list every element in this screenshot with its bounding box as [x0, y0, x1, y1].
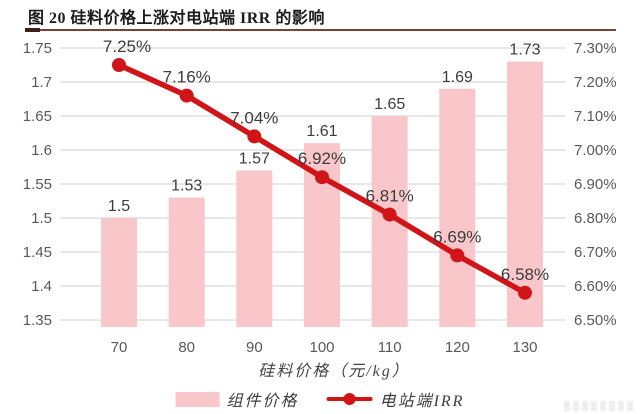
- figure-title: 图 20 硅料价格上涨对电站端 IRR 的影响: [28, 10, 325, 27]
- left-axis-tick-label: 1.35: [23, 312, 52, 329]
- legend-line-marker-icon: [343, 393, 356, 405]
- left-axis-tick-label: 1.45: [23, 244, 52, 261]
- right-axis-tick-label: 6.80%: [574, 210, 617, 227]
- right-axis-tick-label: 7.20%: [574, 74, 617, 91]
- left-axis-tick-label: 1.6: [31, 142, 52, 159]
- bar-value-label: 1.57: [239, 150, 270, 167]
- bar-value-label: 1.65: [374, 96, 405, 113]
- right-axis-tick-label: 7.10%: [574, 108, 617, 125]
- line-marker: [179, 88, 194, 103]
- line-marker: [450, 248, 465, 263]
- bar-value-label: 1.69: [442, 69, 473, 86]
- legend: 组件价格 电站端IRR: [175, 387, 465, 411]
- bar-value-label: 1.61: [306, 123, 337, 140]
- title-rule-accent: [25, 28, 40, 32]
- x-axis-tick-label: 80: [178, 339, 195, 356]
- right-axis-tick-label: 6.90%: [574, 176, 617, 193]
- line-value-label: 6.92%: [298, 149, 346, 168]
- bar: [101, 218, 137, 327]
- legend-line-swatch: [326, 393, 373, 405]
- bar-value-label: 1.73: [509, 42, 540, 59]
- legend-bar-label: 组件价格: [226, 393, 299, 410]
- x-axis-title: 硅料价格（元/kg）: [258, 363, 410, 380]
- bar-value-label: 1.5: [108, 198, 130, 215]
- x-axis-tick-label: 130: [512, 339, 537, 356]
- watermark-faint: [564, 401, 636, 411]
- left-axis-tick-label: 1.65: [23, 108, 52, 125]
- bar-value-label: 1.53: [171, 178, 202, 195]
- bar: [236, 170, 273, 327]
- line-value-label: 6.69%: [433, 227, 481, 246]
- right-axis-tick-label: 6.50%: [574, 312, 617, 329]
- left-axis-tick-label: 1.5: [31, 210, 52, 227]
- left-axis-tick-label: 1.4: [31, 278, 52, 295]
- line-value-label: 6.81%: [366, 187, 414, 206]
- line-value-label: 7.04%: [230, 108, 278, 127]
- line-marker: [112, 58, 126, 72]
- left-axis-tick-label: 1.7: [31, 74, 52, 91]
- right-axis-tick-label: 6.60%: [574, 278, 617, 295]
- right-axis-tick-label: 6.70%: [574, 244, 617, 261]
- x-axis-tick-label: 100: [309, 339, 334, 356]
- bar: [439, 88, 476, 327]
- right-axis-tick-label: 7.30%: [574, 40, 617, 57]
- bar: [168, 197, 205, 327]
- x-axis-tick-label: 70: [111, 339, 128, 356]
- line-marker: [382, 207, 397, 222]
- left-axis-tick-label: 1.55: [23, 176, 52, 193]
- x-axis-tick-label: 110: [378, 339, 402, 356]
- title-rule: [25, 28, 616, 32]
- bar: [507, 61, 543, 327]
- right-axis-tick-label: 7.00%: [574, 142, 617, 159]
- x-axis-tick-label: 90: [246, 339, 263, 356]
- x-axis-tick-label: 120: [445, 339, 470, 356]
- legend-bar-swatch: [175, 391, 220, 407]
- line-value-label: 7.25%: [103, 37, 151, 56]
- line-marker: [315, 170, 329, 185]
- line-marker: [247, 129, 262, 144]
- line-marker: [518, 285, 532, 300]
- line-value-label: 6.58%: [501, 265, 549, 284]
- left-axis-tick-label: 1.75: [23, 40, 52, 57]
- legend-line-label: 电站端IRR: [379, 393, 465, 410]
- line-value-label: 7.16%: [163, 68, 211, 87]
